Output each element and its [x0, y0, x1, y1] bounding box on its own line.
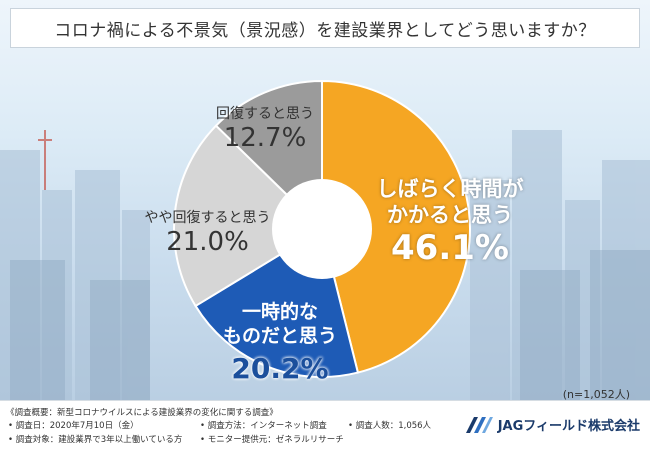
survey-target: • 調査対象：建設業界で3年以上働いている方 [8, 435, 183, 445]
chart-title: コロナ禍による不景気（景況感）を建設業界としてどう思いますか？ [54, 20, 596, 41]
city-skyline-background [0, 130, 650, 400]
slice-label-recovery: 回復すると思う 12.7% [210, 103, 320, 153]
sample-size-note: (n=1,052人) [562, 388, 630, 401]
slice-label-slight-recovery-text: やや回復すると思う [144, 210, 271, 226]
company-brand: JAGフィールド株式会社 [464, 413, 640, 435]
slice-slight-recovery [173, 124, 324, 308]
slice-label-temporary-line1: 一時的な [241, 301, 318, 323]
survey-summary-title: 《調査概要：新型コロナウイルスによる建設業界の変化に関する調査》 [6, 408, 278, 418]
slice-label-slight-recovery: やや回復すると思う 21.0% [140, 207, 275, 257]
company-name: JAGフィールド株式会社 [497, 418, 640, 434]
survey-date: • 調査日：2020年7月10日（金） [8, 421, 139, 431]
donut-chart [173, 79, 471, 378]
slice-long-time [321, 79, 471, 374]
slice-value-long-time: 46.1% [391, 228, 509, 268]
survey-count: • 調査人数：1,056人 [348, 421, 432, 431]
slice-value-slight-recovery: 21.0% [166, 227, 249, 257]
slice-label-recovery-text: 回復すると思う [216, 106, 314, 122]
slice-label-long-time-line2: かかると思う [387, 203, 513, 227]
chart-title-box: コロナ禍による不景気（景況感）を建設業界としてどう思いますか？ [10, 8, 640, 48]
footer: 《調査概要：新型コロナウイルスによる建設業界の変化に関する調査》 • 調査日：2… [0, 400, 650, 451]
slice-label-temporary-line2: ものだと思う [222, 325, 337, 347]
survey-method: • 調査方法：インターネット調査 [200, 421, 327, 431]
slice-label-long-time: しばらく時間が かかると思う 46.1% [355, 176, 545, 268]
slice-value-temporary: 20.2% [231, 352, 329, 385]
donut-hole [272, 179, 372, 279]
company-logo-icon [465, 417, 493, 433]
survey-provider: • モニター提供元：ゼネラルリサーチ [200, 435, 344, 445]
slice-value-recovery: 12.7% [223, 123, 307, 153]
slice-label-long-time-line1: しばらく時間が [376, 177, 524, 201]
slice-label-temporary: 一時的な ものだと思う 20.2% [220, 300, 340, 386]
